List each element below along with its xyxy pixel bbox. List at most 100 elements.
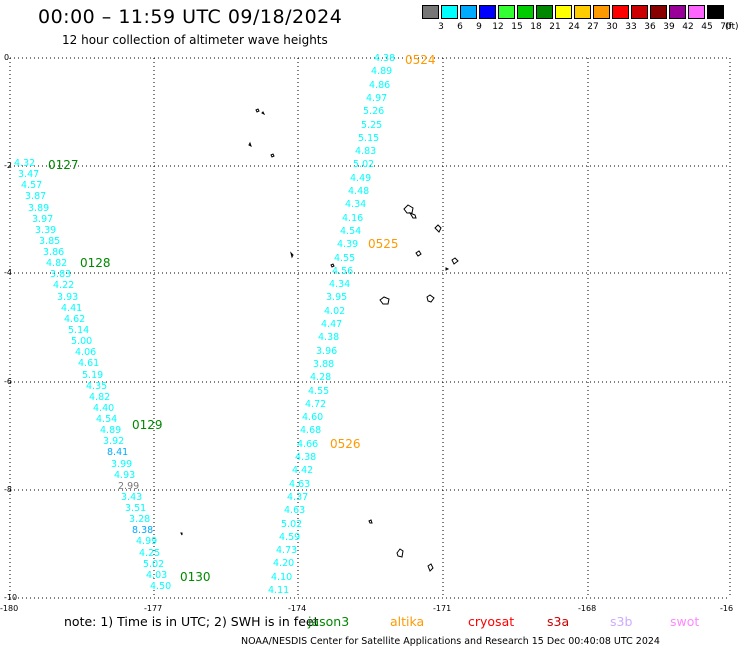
island-outline [403, 204, 417, 219]
wave-height-east-track: 4.49 [350, 173, 372, 184]
island-outline [255, 108, 260, 113]
wave-height-east-track: 4.39 [337, 239, 359, 250]
wave-height-west-track: 3.86 [43, 247, 65, 258]
wave-height-east-track: 4.37 [287, 492, 309, 503]
wave-height-east-track: 4.55 [308, 386, 330, 397]
wave-height-east-track: 4.73 [276, 545, 298, 556]
wave-height-west-track: 4.50 [150, 581, 172, 592]
credit-text: NOAA/NESDIS Center for Satellite Applica… [241, 636, 660, 647]
pass-label: 0129 [132, 418, 163, 432]
wave-height-east-track: 3.88 [313, 359, 335, 370]
wave-height-west-track: 4.35 [86, 381, 108, 392]
wave-height-west-track: 4.22 [53, 280, 75, 291]
longitude-label: -177 [144, 604, 163, 613]
wave-height-west-track: 4.62 [64, 314, 86, 325]
latitude-label: 0 [4, 53, 10, 62]
island-outline [261, 111, 266, 116]
satellite-label: s3a [547, 614, 570, 629]
wave-height-west-track: 4.54 [96, 414, 118, 425]
pass-label: 0524 [405, 53, 436, 67]
legend-label: 42 [682, 22, 694, 32]
wave-height-west-track: 3.51 [125, 503, 147, 514]
satellite-label: s3b [610, 614, 633, 629]
island-outline [290, 251, 294, 259]
satellite-label: jason3 [308, 614, 350, 629]
legend-label: 30 [606, 22, 618, 32]
pass-label: 0127 [48, 158, 79, 172]
wave-height-east-track: 5.02 [353, 159, 375, 170]
island-outline [445, 267, 450, 271]
island-outline [451, 257, 459, 265]
latitude-label: -4 [4, 268, 12, 277]
wave-height-west-track: 5.00 [71, 336, 93, 347]
legend-unit: (ft) [725, 22, 739, 32]
legend-swatch [441, 5, 458, 19]
grid-lines [9, 57, 731, 599]
wave-height-west-track: 4.40 [93, 403, 115, 414]
legend-swatch [612, 5, 629, 19]
legend-swatch [593, 5, 610, 19]
wave-height-west-track: 3.87 [25, 191, 47, 202]
legend-label: 70 [720, 22, 732, 32]
wave-height-east-track: 4.54 [340, 226, 362, 237]
island-outline [180, 532, 183, 536]
longitude-label: -174 [288, 604, 307, 613]
legend-label: 33 [625, 22, 637, 32]
wave-height-west-track: 3.97 [32, 214, 54, 225]
legend-swatch [631, 5, 648, 19]
page-subtitle: 12 hour collection of altimeter wave hei… [62, 33, 328, 47]
wave-height-east-track: 4.38 [374, 53, 396, 64]
legend-swatch [707, 5, 724, 19]
island-outline [248, 141, 252, 147]
wave-height-east-track: 4.20 [273, 558, 295, 569]
longitude-label: -180 [0, 604, 19, 613]
wave-height-east-track: 4.83 [355, 146, 377, 157]
wave-height-west-track: 5.02 [143, 559, 165, 570]
pass-label: 0128 [80, 256, 111, 270]
latitude-label: -10 [4, 593, 18, 602]
wave-height-west-track: 4.06 [75, 347, 97, 358]
wave-height-west-track: 4.82 [89, 392, 111, 403]
wave-height-east-track: 4.10 [271, 572, 293, 583]
legend-label: 6 [457, 22, 463, 32]
legend-label: 27 [587, 22, 599, 32]
wave-height-west-track: 4.99 [136, 536, 158, 547]
wave-height-west-track: 4.89 [100, 425, 122, 436]
wave-height-east-track: 4.16 [342, 213, 364, 224]
wave-height-east-track: 4.48 [348, 186, 370, 197]
wave-height-west-track: 4.25 [139, 548, 161, 559]
wave-height-east-track: 4.66 [297, 439, 319, 450]
legend-label: 24 [568, 22, 580, 32]
wave-height-east-track: 3.95 [326, 292, 348, 303]
wave-height-west-track: 8.41 [107, 447, 129, 458]
legend-label: 9 [476, 22, 482, 32]
wave-height-west-track: 4.61 [78, 358, 100, 369]
wave-height-west-track: 4.93 [114, 470, 136, 481]
wave-height-east-track: 4.63 [289, 479, 311, 490]
legend-label: 36 [644, 22, 656, 32]
wave-height-west-track: 8.38 [132, 525, 154, 536]
latitude-label: -6 [4, 377, 12, 386]
legend-label: 3 [438, 22, 444, 32]
island-outline [270, 153, 275, 158]
pass-label: 0130 [180, 570, 211, 584]
wave-height-east-track: 4.38 [318, 332, 340, 343]
legend-label: 39 [663, 22, 675, 32]
island-outline [379, 296, 390, 305]
page-title: 00:00 – 11:59 UTC 09/18/2024 [38, 6, 343, 28]
legend-swatch [536, 5, 553, 19]
note-text: note: 1) Time is in UTC; 2) SWH is in fe… [64, 614, 319, 629]
wave-height-west-track: 3.92 [103, 436, 125, 447]
wave-height-east-track: 4.68 [300, 425, 322, 436]
wave-height-west-track: 3.85 [39, 236, 61, 247]
wave-height-west-track: 4.41 [61, 303, 83, 314]
wave-height-east-track: 4.55 [334, 253, 356, 264]
longitude-label: -16 [720, 604, 734, 613]
legend-swatch [669, 5, 686, 19]
longitude-label: -171 [433, 604, 452, 613]
legend-label: 18 [530, 22, 542, 32]
islands [180, 108, 459, 572]
wave-height-east-track: 4.47 [321, 319, 343, 330]
legend-label: 45 [701, 22, 713, 32]
